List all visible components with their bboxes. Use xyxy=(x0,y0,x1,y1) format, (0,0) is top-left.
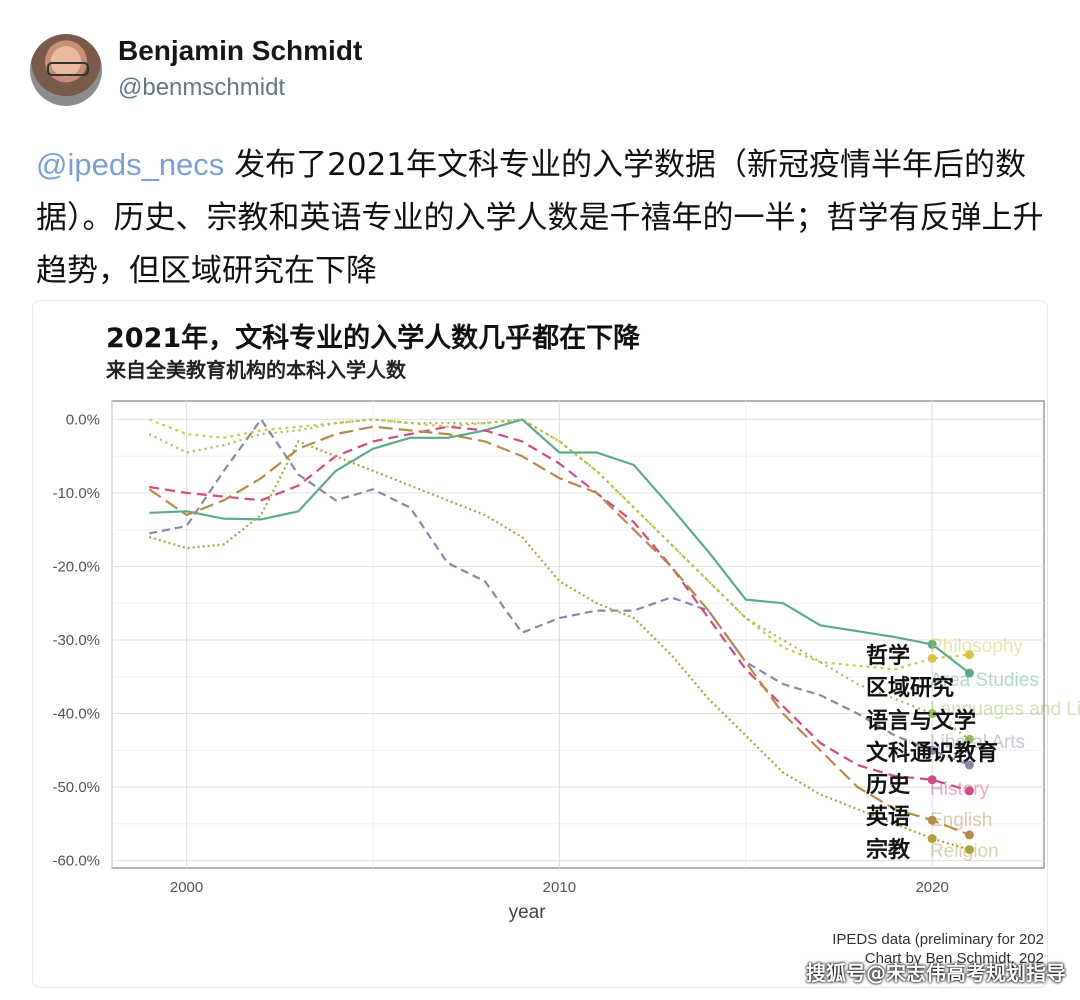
chart-caption: IPEDS data (preliminary for 202 xyxy=(832,931,1044,948)
x-axis-title: year xyxy=(509,902,547,923)
series-label-faded: Philosophy xyxy=(930,636,1023,657)
x-tick-label: 2020 xyxy=(915,879,948,896)
y-tick-label: 0.0% xyxy=(66,411,100,428)
series-label: 英语 xyxy=(866,805,910,830)
series-label-faded: Languages and Literature xyxy=(930,699,1080,720)
series-label: 语言与文学 xyxy=(866,708,976,734)
y-tick-label: -20.0% xyxy=(52,558,100,575)
data-point xyxy=(927,653,937,663)
series-label-faded: Religion xyxy=(930,841,999,862)
x-tick-label: 2000 xyxy=(170,879,203,896)
data-point xyxy=(964,668,974,678)
series-line xyxy=(149,418,971,674)
avatar[interactable] xyxy=(30,34,102,106)
chart-caption: Chart by Ben Schmidt, 202 xyxy=(865,950,1044,967)
watermark: 搜狐号@宋志伟高考规划指导 xyxy=(806,961,1066,985)
series-label: 区域研究 xyxy=(866,675,954,701)
y-tick-label: -40.0% xyxy=(52,706,100,723)
y-tick-label: -50.0% xyxy=(52,779,100,796)
series-line xyxy=(149,425,970,792)
chart-subtitle: 来自全美教育机构的本科入学人数 xyxy=(106,358,406,382)
data-point xyxy=(927,775,937,785)
chart-title: 2021年，文科专业的入学人数几乎都在下降 xyxy=(106,323,641,354)
series-line xyxy=(148,425,970,836)
y-tick-label: -30.0% xyxy=(52,632,100,649)
data-point xyxy=(927,639,937,649)
data-point xyxy=(964,845,974,855)
data-point xyxy=(964,760,974,770)
data-point xyxy=(964,734,974,744)
series-label: 哲学 xyxy=(866,643,910,669)
series-label-faded: History xyxy=(930,779,990,800)
data-point xyxy=(927,745,937,755)
data-point xyxy=(927,834,937,844)
data-point xyxy=(964,830,974,840)
author-handle[interactable]: @benmschmidt xyxy=(118,74,286,101)
series-label: 宗教 xyxy=(866,837,911,863)
tweet-body: 发布了2021年文科专业的入学数据（新冠疫情半年后的数据）。历史、宗教和英语专业… xyxy=(36,147,1044,289)
data-point xyxy=(964,786,974,796)
plot-panel xyxy=(111,400,1045,869)
y-tick-label: -10.0% xyxy=(52,485,100,502)
tweet-header: Benjamin Schmidt @benmschmidt xyxy=(30,30,1030,110)
series-line xyxy=(148,418,970,671)
series-label: 历史 xyxy=(866,773,911,798)
x-tick-label: 2010 xyxy=(543,879,576,896)
y-tick-label: -60.0% xyxy=(52,853,100,870)
author-name[interactable]: Benjamin Schmidt xyxy=(118,35,363,66)
data-point xyxy=(964,650,974,660)
series-label-faded: Liberal Arts xyxy=(930,732,1025,753)
mention-link[interactable]: @ipeds_necs xyxy=(36,147,225,182)
series-label-faded: English xyxy=(930,810,992,831)
series-label-faded: Area Studies xyxy=(930,670,1039,691)
series-label: 文科通识教育 xyxy=(866,740,998,766)
series-line xyxy=(149,418,970,767)
data-point xyxy=(927,815,937,825)
data-point xyxy=(927,709,937,719)
tweet-text: @ipeds_necs 发布了2021年文科专业的入学数据（新冠疫情半年后的数据… xyxy=(36,138,1046,298)
